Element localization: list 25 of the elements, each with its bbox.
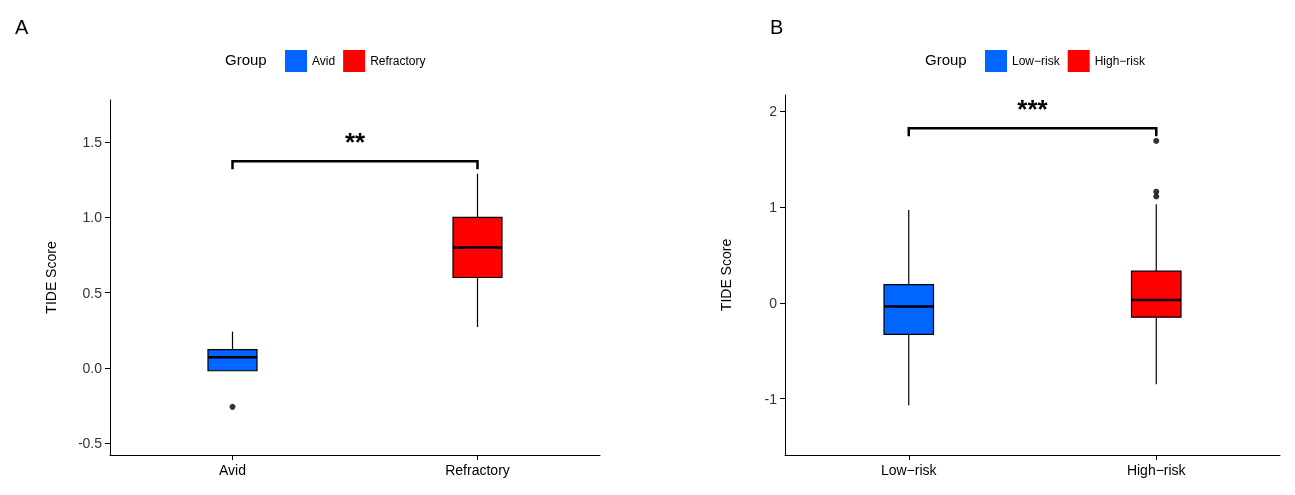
- y-tick-label: 0.5: [82, 284, 103, 301]
- x-tick-label: Low−risk: [880, 462, 938, 478]
- y-tick-label: 1: [769, 199, 778, 216]
- legend-label: Low−risk: [1012, 54, 1061, 68]
- legend-label: High−risk: [1094, 54, 1147, 68]
- y-tick-label: 2: [769, 103, 778, 120]
- y-axis-title: TIDE Score: [43, 241, 59, 314]
- x-tick-label: Refractory: [445, 462, 510, 478]
- chart-title: B: [770, 16, 784, 38]
- x-tick-label: High−risk: [1126, 462, 1187, 478]
- y-tick-label: 1.5: [82, 134, 103, 151]
- y-axis-title: TIDE Score: [718, 238, 734, 312]
- legend-title: Group: [925, 51, 967, 68]
- legend-label: Refractory: [370, 54, 426, 68]
- y-tick-label: -1: [764, 390, 778, 407]
- chart-title: A: [15, 16, 29, 38]
- y-tick-label: -0.5: [77, 434, 103, 451]
- x-tick-label: Avid: [219, 462, 246, 478]
- annotation: **: [344, 127, 366, 158]
- y-tick-label: 0: [769, 294, 778, 311]
- annotation: ***: [1017, 94, 1049, 125]
- y-tick-label: 0.0: [82, 359, 103, 376]
- y-tick-label: 1.0: [82, 209, 103, 226]
- legend-title: Group: [225, 51, 267, 68]
- legend-label: Avid: [312, 54, 336, 68]
